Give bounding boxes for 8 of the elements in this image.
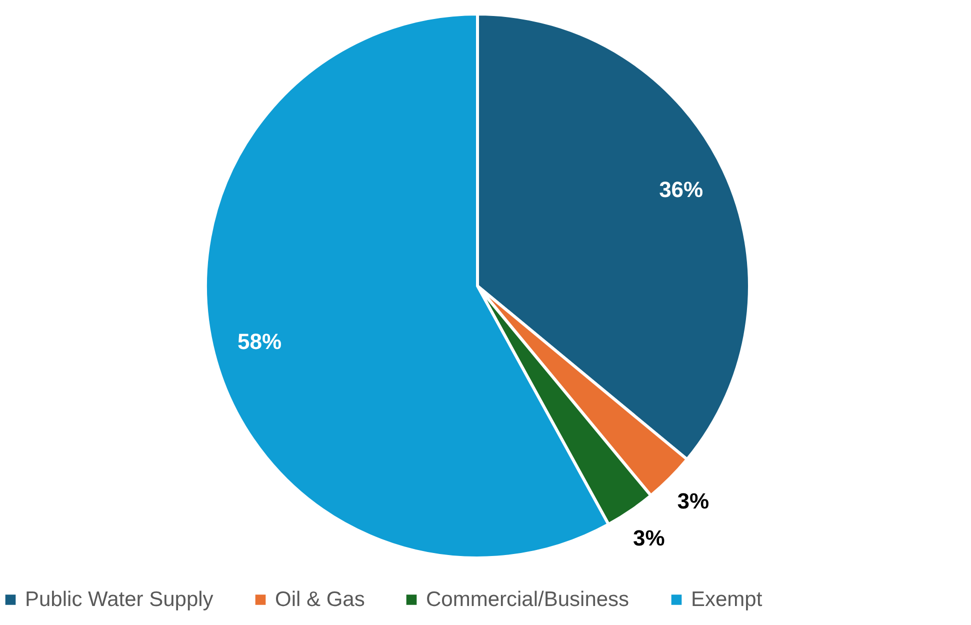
data-label: 3% (677, 488, 710, 514)
legend-label: Oil & Gas (275, 588, 365, 611)
legend-label: Commercial/Business (426, 588, 630, 611)
data-label: 3% (633, 525, 665, 550)
legend-label: Public Water Supply (25, 588, 214, 611)
data-label: 36% (659, 177, 704, 202)
legend-label: Exempt (691, 588, 762, 611)
data-label: 58% (238, 328, 282, 354)
